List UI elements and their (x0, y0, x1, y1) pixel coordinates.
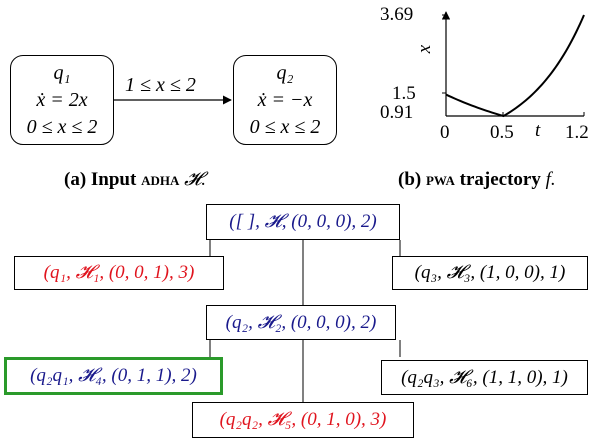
automaton-state-q1: q₁ ẋ = 2x 0 ≤ x ≤ 2 (10, 55, 114, 145)
y-tick-min: 0.91 (380, 102, 414, 123)
tree-node-q2: (q₂, 𝓗₂, (0, 0, 0), 2) (206, 305, 396, 340)
state-q2-name: q₂ (276, 61, 294, 84)
y-tick-mid: 1.5 (392, 83, 416, 104)
automaton-state-q2: q₂ ẋ = −x 0 ≤ x ≤ 2 (233, 55, 337, 145)
tree-node-q2q2: (q₂q₂, 𝓗₅, (0, 1, 0), 3) (192, 402, 414, 438)
y-tick-max: 3.69 (380, 4, 414, 25)
state-q2-invariant: 0 ≤ x ≤ 2 (249, 115, 321, 138)
x-tick-0: 0 (440, 122, 450, 143)
tree-node-q2q1-selected: (q₂q₁, 𝓗₄, (0, 1, 1), 2) (4, 357, 223, 395)
caption-a-term: ADHA (141, 169, 180, 190)
x-tick-2: 1.2 (565, 122, 589, 143)
caption-b-text: trajectory (454, 169, 546, 190)
caption-a-symbol: 𝓗. (179, 169, 206, 190)
state-q2-flow: ẋ = −x (257, 88, 313, 111)
tree-node-q1: (q₁, 𝓗₁, (0, 0, 1), 3) (14, 256, 224, 290)
x-tick-1: 0.5 (490, 122, 514, 143)
caption-b: (b) PWA trajectory f. (398, 169, 556, 191)
state-q1-name: q₁ (53, 61, 71, 84)
caption-a-label: (a) Input (64, 169, 142, 190)
caption-b-label: (b) (398, 169, 426, 190)
state-q1-invariant: 0 ≤ x ≤ 2 (26, 115, 98, 138)
caption-b-term: PWA (425, 169, 455, 190)
state-q1-flow: ẋ = 2x (36, 88, 88, 111)
tree-node-q2q3: (q₂q₃, 𝓗₆, (1, 1, 0), 1) (381, 360, 588, 395)
x-axis-label: t (535, 120, 541, 141)
tree-node-q3: (q₃, 𝓗₃, (1, 0, 0), 1) (392, 256, 588, 290)
caption-a: (a) Input ADHA 𝓗. (64, 169, 206, 191)
caption-b-symbol: f. (545, 169, 556, 190)
trajectory-curve (445, 14, 585, 118)
tree-node-root: ([ ], 𝓗, (0, 0, 0), 2) (206, 204, 400, 240)
transition-guard-label: 1 ≤ x ≤ 2 (125, 74, 196, 96)
